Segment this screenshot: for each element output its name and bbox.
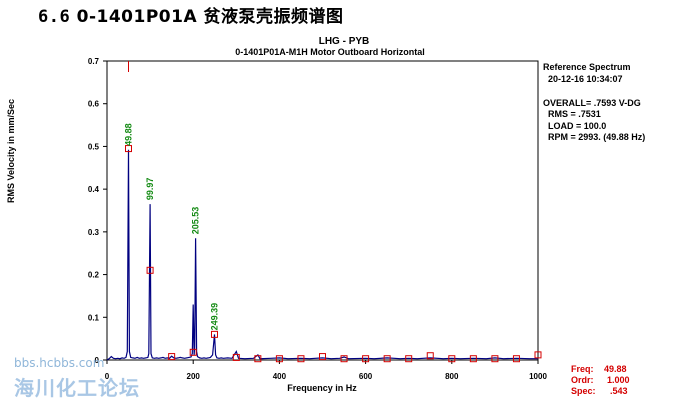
chart-subtitle: 0-1401P01A-M1H Motor Outboard Horizontal (235, 47, 425, 57)
harmonic-marker (491, 355, 499, 363)
cursor-freq-label: Freq: (571, 364, 594, 374)
harmonic-marker (469, 355, 477, 363)
harmonic-marker (405, 355, 413, 363)
harmonic-marker (189, 348, 197, 356)
y-tick-label: 0.5 (88, 142, 100, 151)
rms-value: RMS = .7531 (548, 109, 601, 119)
harmonic-marker (210, 330, 218, 338)
y-tick-label: 0.2 (88, 271, 100, 280)
spectrum-line (106, 149, 538, 361)
reference-title: Reference Spectrum (543, 62, 631, 72)
rpm-value: RPM = 2993. (49.88 Hz) (548, 132, 646, 142)
y-tick-label: 0.7 (88, 57, 100, 66)
harmonic-marker (275, 355, 283, 363)
peak-label: 49.88 (123, 123, 133, 146)
overall-value: OVERALL= .7593 V-DG (543, 98, 641, 108)
harmonic-marker (319, 353, 326, 361)
harmonic-marker (297, 355, 305, 363)
harmonic-marker (340, 355, 348, 363)
load-value: LOAD = 100.0 (548, 121, 607, 131)
harmonic-marker (426, 352, 434, 360)
x-tick-label: 1000 (529, 372, 547, 381)
harmonic-marker (168, 353, 176, 361)
y-tick-label: 0.6 (88, 100, 100, 109)
y-tick-label: 0 (95, 356, 100, 365)
x-tick-label: 400 (273, 372, 287, 381)
x-tick-label: 800 (445, 372, 459, 381)
cursor-spec-value: .543 (610, 386, 628, 396)
x-tick-label: 200 (187, 372, 201, 381)
x-tick-label: 0 (105, 372, 110, 381)
x-axis-label: Frequency in Hz (287, 383, 357, 393)
peak-label: 249.39 (209, 303, 219, 331)
section-heading: 6.6 0-1401P01A 贫液泵壳振频谱图 (38, 2, 344, 27)
peak-label: 99.97 (145, 178, 155, 201)
harmonic-marker (362, 355, 370, 363)
harmonic-marker (254, 355, 262, 363)
cursor-ordr-label: Ordr: (571, 375, 594, 385)
section-number: 6.6 (38, 7, 71, 27)
harmonic-marker (512, 355, 520, 363)
x-tick-label: 600 (359, 372, 373, 381)
harmonic-marker (232, 353, 240, 361)
cursor-freq-value: 49.88 (604, 364, 627, 374)
y-tick-label: 0.3 (88, 228, 100, 237)
watermark-name: 海川化工论坛 (14, 376, 140, 400)
y-tick-label: 0.1 (88, 313, 100, 322)
plot-frame (106, 60, 539, 361)
harmonic-marker (124, 145, 132, 153)
harmonic-marker (448, 355, 456, 363)
peak-label: 205.53 (191, 207, 201, 235)
section-title: 0-1401P01A 贫液泵壳振频谱图 (76, 7, 344, 27)
y-tick-label: 0.4 (88, 185, 100, 194)
cursor-ordr-value: 1.000 (607, 375, 630, 385)
harmonic-marker (534, 351, 542, 359)
chart-title: LHG - PYB (318, 36, 370, 47)
reference-datetime: 20-12-16 10:34:07 (548, 74, 623, 84)
harmonic-marker (146, 266, 154, 274)
watermark-url: bbs.hcbbs.com (14, 356, 105, 370)
cursor-spec-label: Spec: (571, 386, 596, 396)
harmonic-marker (383, 355, 391, 363)
